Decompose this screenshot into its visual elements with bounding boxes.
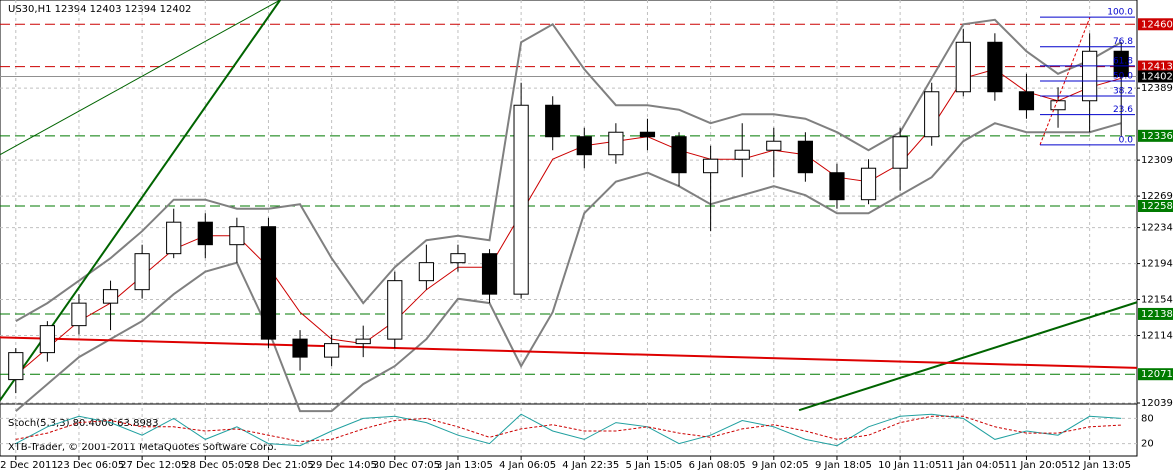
- level-box: [1138, 199, 1173, 212]
- x-tick-label: 9 Jan 18:05: [815, 460, 872, 471]
- candle-body: [481, 253, 498, 295]
- bollinger-lower: [15, 122, 1122, 413]
- candle-body: [639, 131, 656, 138]
- trend-line: [0, 336, 1138, 369]
- fib-diagonal: [1039, 16, 1091, 146]
- x-tick-label: 4 Jan 06:05: [499, 460, 556, 471]
- y-tick-label: 12234: [1141, 223, 1173, 234]
- candle-body: [71, 302, 87, 327]
- x-tick-label: 9 Jan 02:05: [752, 460, 809, 471]
- y-tick-label: 12039: [1141, 398, 1173, 409]
- level-label: 12138: [1141, 309, 1173, 320]
- level-label: 12336: [1141, 131, 1173, 142]
- fib-label: 50.0: [1113, 71, 1133, 81]
- candle-body: [134, 253, 150, 291]
- candle-body: [892, 136, 908, 169]
- x-tick-label: 30 Dec 07:05: [373, 460, 440, 471]
- candle-body: [102, 289, 119, 304]
- y-tick-label: 12194: [1141, 259, 1173, 270]
- candle-body: [1018, 91, 1035, 111]
- x-tick-label: 23 Dec 06:05: [57, 460, 124, 471]
- candle-body: [545, 104, 561, 138]
- x-tick-label: 5 Jan 15:05: [625, 460, 682, 471]
- x-tick-label: 12 Jan 13:05: [1068, 460, 1131, 471]
- fib-label: 100.0: [1107, 8, 1133, 18]
- candle-body: [987, 41, 1003, 93]
- fib-label: 61.8: [1113, 56, 1133, 66]
- candle-body: [1113, 50, 1129, 77]
- level-box: [1138, 18, 1173, 31]
- stoch-main: [15, 413, 1122, 447]
- level-label: 12460: [1141, 19, 1173, 30]
- fib-label: 0.0: [1119, 135, 1134, 145]
- x-tick-label: 11 Jan 20:05: [1004, 460, 1067, 471]
- stoch-signal: [15, 415, 1122, 443]
- candle-body: [829, 172, 845, 201]
- x-tick-label: 28 Dec 21:05: [246, 460, 313, 471]
- fib-label: 76.8: [1113, 37, 1133, 47]
- level-box: [1138, 368, 1173, 381]
- candle-body: [734, 149, 750, 160]
- level-box: [1138, 60, 1173, 73]
- x-tick-label: 10 Jan 11:05: [878, 460, 941, 471]
- candle-body: [324, 343, 340, 358]
- candle-body: [1050, 100, 1066, 111]
- candle-body: [671, 136, 687, 174]
- candle-body: [260, 226, 277, 340]
- chart-title: US30,H1 12394 12403 12394 12402: [8, 4, 191, 15]
- y-tick-label: 12114: [1141, 331, 1173, 342]
- x-tick-label: 3 Jan 13:05: [436, 460, 493, 471]
- x-tick-label: 29 Dec 14:05: [310, 460, 377, 471]
- x-tick-label: 28 Dec 05:05: [183, 460, 250, 471]
- stoch-title: Stoch(5,3,3) 80.4000 63.8983: [8, 418, 159, 429]
- candle-body: [955, 41, 971, 93]
- level-box: [1138, 307, 1173, 320]
- candle-body: [450, 253, 466, 264]
- candle-body: [1082, 50, 1098, 102]
- candle-body: [8, 352, 24, 381]
- y-tick-label: 12309: [1141, 155, 1173, 166]
- candle-body: [797, 140, 813, 174]
- candle-body: [387, 280, 403, 340]
- fib-label: 38.2: [1113, 87, 1133, 97]
- x-tick-label: 22 Dec 2011: [0, 460, 58, 471]
- candle-body: [39, 325, 55, 354]
- candle-body: [197, 221, 213, 246]
- level-box: [1138, 129, 1173, 142]
- candle-body: [418, 262, 434, 282]
- candle-body: [576, 136, 592, 156]
- trend-line: [798, 301, 1138, 412]
- level-label: 12071: [1141, 369, 1173, 380]
- y-tick-label: 12154: [1141, 295, 1173, 306]
- bollinger-upper: [15, 18, 1122, 322]
- y-tick-label: 12389: [1141, 83, 1173, 94]
- y-tick-label: 12269: [1141, 191, 1173, 202]
- level-label: 12402: [1141, 71, 1173, 82]
- candle-body: [703, 158, 719, 174]
- candle-body: [355, 338, 371, 345]
- x-tick-label: 11 Jan 04:05: [941, 460, 1004, 471]
- level-box: [1138, 70, 1173, 83]
- stoch-tick-label: 80: [1141, 413, 1154, 424]
- candle-body: [292, 338, 308, 358]
- x-tick-label: 27 Dec 12:05: [120, 460, 187, 471]
- stoch-tick-label: 20: [1141, 439, 1154, 450]
- candle-body: [513, 104, 529, 295]
- candle-body: [229, 226, 245, 246]
- x-tick-label: 4 Jan 22:35: [562, 460, 619, 471]
- candle-body: [924, 91, 940, 138]
- trend-line: [0, 0, 281, 156]
- candle-body: [166, 221, 182, 255]
- level-label: 12413: [1141, 62, 1173, 73]
- fib-label: 23.6: [1113, 105, 1133, 115]
- level-label: 12258: [1141, 201, 1173, 212]
- candle-body: [860, 167, 877, 201]
- candle-body: [766, 140, 782, 151]
- x-tick-label: 6 Jan 08:05: [689, 460, 746, 471]
- candle-body: [608, 131, 624, 156]
- copyright: XTB-Trader, © 2001-2011 MetaQuotes Softw…: [8, 442, 277, 453]
